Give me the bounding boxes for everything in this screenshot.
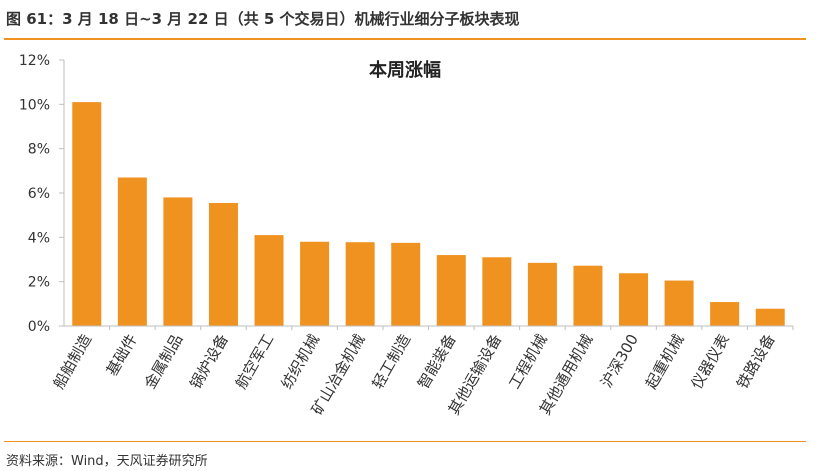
y-tick-label: 4% [28, 230, 50, 246]
x-tick-label: 锅炉设备 [186, 331, 232, 392]
y-tick-label: 10% [19, 97, 50, 113]
bar [345, 242, 375, 326]
x-tick-label: 沪深300 [597, 331, 642, 391]
y-tick-label: 12% [19, 53, 50, 69]
figure-title: 图 61：3 月 18 日~3 月 22 日（共 5 个交易日）机械行业细分子板… [6, 10, 520, 28]
x-tick-label: 纺织机械 [277, 331, 323, 392]
x-tick-label: 仪器仪表 [688, 331, 734, 392]
axis-layer: 0% 2% 4% 6% 8% 10% 12% [19, 53, 794, 335]
y-tick-label: 6% [28, 186, 50, 202]
y-tick-label: 8% [28, 142, 50, 158]
bar [391, 242, 421, 326]
bar [254, 235, 284, 326]
chart-title: 本周涨幅 [369, 59, 441, 81]
bar-chart: 0% 2% 4% 6% 8% 10% 12% 船舶制造 基础件 金属制品 锅炉设备 航空军工 纺织机械… [19, 53, 794, 418]
bar [163, 197, 193, 326]
x-tick-label: 金属制品 [141, 331, 187, 392]
bar [710, 302, 740, 326]
x-tick-label: 船舶制造 [50, 331, 96, 392]
x-tick-label: 智能装备 [414, 331, 460, 392]
bar [72, 102, 102, 326]
title-divider [4, 38, 806, 40]
bar [573, 265, 603, 326]
x-tick-label: 基础件 [103, 331, 141, 379]
bar [208, 202, 238, 326]
bar [664, 280, 694, 326]
bar [619, 273, 649, 326]
x-tick-label: 工程机械 [505, 331, 551, 392]
bar [482, 257, 512, 326]
y-tick-label: 0% [28, 319, 50, 335]
bar [755, 308, 785, 326]
y-tick-label: 2% [28, 275, 50, 291]
bar [436, 255, 466, 326]
bars-layer [72, 102, 785, 326]
x-tick-label: 起重机械 [642, 331, 688, 392]
x-tick-label: 铁路设备 [733, 331, 779, 392]
bar [117, 177, 147, 326]
source-note: 资料来源：Wind，天风证券研究所 [6, 454, 208, 469]
bar [527, 262, 557, 326]
bar [300, 241, 330, 326]
source-divider [4, 441, 806, 442]
x-tick-label: 轻工制造 [369, 331, 415, 392]
x-tick-label: 航空军工 [232, 331, 278, 392]
